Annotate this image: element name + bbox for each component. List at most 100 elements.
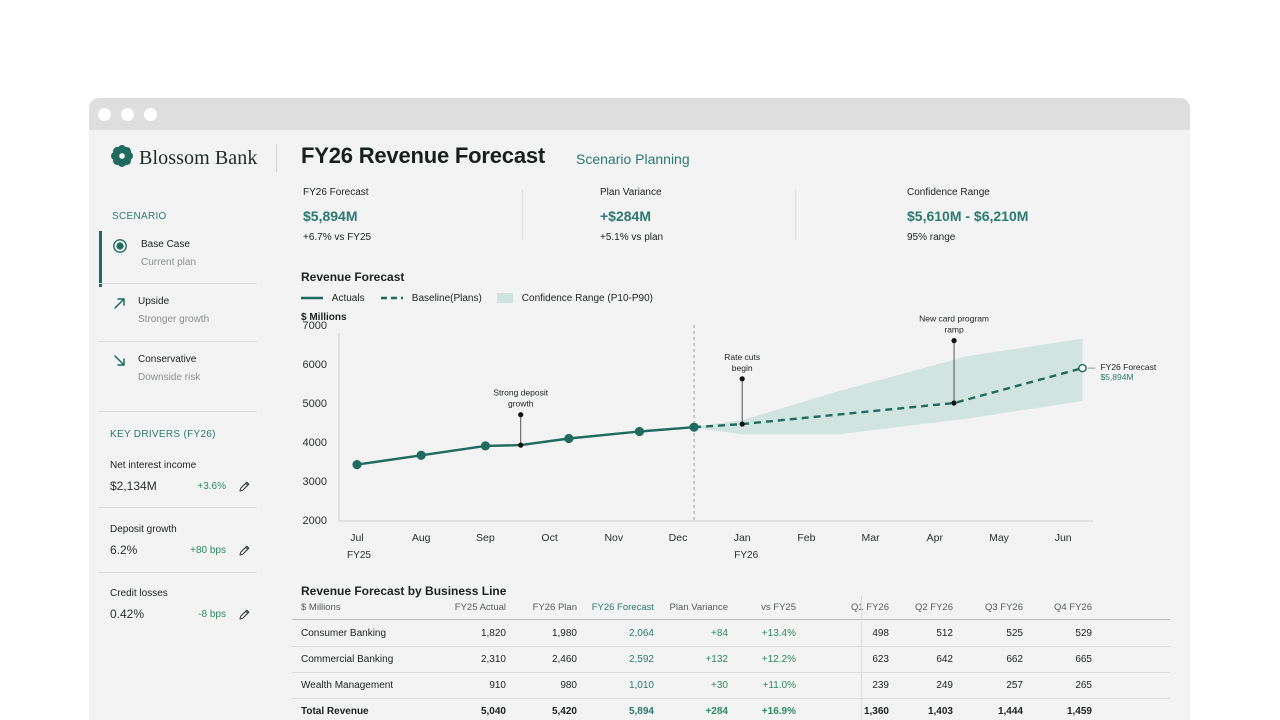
table-row[interactable]: Commercial Banking 2,310 2,460 2,592 +132 +12… [292, 647, 1170, 673]
end-label-value: $5,894M [1100, 372, 1133, 382]
window-maximize-dot[interactable] [144, 108, 157, 121]
x-tick-label: Jan [734, 532, 751, 544]
table-cell: 5,040 [480, 706, 506, 717]
scenario-title: Upside [138, 296, 170, 307]
arrow-up-right-icon [112, 295, 128, 311]
annotation-text: ramp [944, 325, 964, 335]
scenario-base-case[interactable]: Base Case Current plan [99, 231, 257, 287]
table-cell: 2,310 [480, 654, 506, 665]
actuals-point[interactable] [564, 433, 574, 444]
actuals-point[interactable] [689, 422, 699, 432]
table-cell: 1,459 [1066, 706, 1092, 717]
table-cell: 2,460 [551, 654, 577, 665]
annotation-text: New card program [919, 314, 989, 324]
table-header-row: $ Millions FY25 Actual FY26 Plan FY26 Forec… [292, 596, 1170, 620]
table-cell: Commercial Banking [301, 654, 394, 665]
kpi-value: +$284M [600, 208, 651, 224]
table-cell: Q1 FY26 [850, 602, 889, 613]
arrow-down-right-icon [112, 353, 128, 369]
legend-label: Baseline(Plans) [411, 293, 482, 304]
x-tick-label: Dec [669, 532, 688, 544]
table-cell: Total Revenue [301, 706, 369, 717]
table-cell: 1,403 [927, 706, 953, 717]
table-cell: 498 [872, 628, 889, 639]
window-minimize-dot[interactable] [121, 108, 134, 121]
table-row[interactable]: Total Revenue 5,040 5,420 5,894 +284 +16.9% 1,… [292, 699, 1170, 720]
x-tick-label: Jun [1055, 532, 1072, 544]
x-group-label: FY25 [347, 550, 371, 561]
table-cell: +30 [711, 680, 728, 691]
sidebar-divider [99, 507, 257, 508]
confidence-band [694, 338, 1083, 435]
table-cell: 2,592 [628, 654, 654, 665]
x-tick-label: Apr [927, 532, 944, 544]
driver-title: Credit losses [110, 588, 168, 599]
sidebar-divider [99, 341, 257, 342]
driver-change: -8 bps [198, 609, 226, 620]
baseline-point[interactable] [951, 400, 957, 406]
table-cell: +132 [705, 654, 728, 665]
table-cell: 5,894 [628, 706, 654, 717]
legend-item-baseline[interactable]: Baseline(Plans) [381, 293, 482, 304]
header-divider [276, 144, 277, 172]
table-cell: 529 [1075, 628, 1092, 639]
scenario-conservative[interactable]: Conservative Downside risk [99, 346, 257, 402]
revenue-forecast-chart: $ Millions 2000 3000 4000 5000 6000 7000 Jul Aug… [301, 312, 1157, 561]
annotation-text: Strong deposit [493, 388, 548, 398]
driver-net-interest-income: Net interest income $2,134M +3.6% [99, 460, 257, 516]
legend-label: Actuals [331, 293, 365, 304]
table-cell: 910 [489, 680, 506, 691]
driver-credit-losses: Credit losses 0.42% -8 bps [99, 588, 257, 644]
scenario-upside[interactable]: Upside Stronger growth [99, 288, 257, 344]
legend-label: Confidence Range (P10-P90) [521, 293, 653, 304]
scenario-title: Base Case [141, 239, 190, 250]
table-row[interactable]: Wealth Management 910 980 1,010 +30 +11.0% 239… [292, 673, 1170, 699]
actuals-point[interactable] [634, 426, 645, 437]
y-tick-label: 3000 [303, 476, 327, 488]
y-tick-label: 7000 [303, 320, 327, 332]
window-titlebar [89, 98, 1190, 130]
x-tick-label: Mar [862, 532, 881, 544]
kpi-fy26-forecast: FY26 Forecast $5,894M +6.7% vs FY25 [303, 187, 371, 243]
driver-title: Deposit growth [110, 524, 177, 535]
table-cell: Consumer Banking [301, 628, 387, 639]
table-cell: 265 [1075, 680, 1092, 691]
table-row[interactable]: Consumer Banking 1,820 1,980 2,064 +84 +13.4%… [292, 621, 1170, 647]
table-cell: vs FY25 [761, 602, 796, 613]
pencil-icon[interactable] [238, 544, 251, 557]
actuals-point[interactable] [352, 460, 362, 470]
kpi-label: FY26 Forecast [303, 187, 369, 198]
actuals-point[interactable] [416, 450, 426, 460]
x-tick-label: Nov [604, 532, 623, 544]
kpi-plan-variance: Plan Variance +$284M +5.1% vs plan [600, 187, 663, 243]
brand-name: Blossom Bank [139, 147, 258, 169]
legend-item-actuals[interactable]: Actuals [301, 293, 365, 304]
forecast-end-point[interactable] [1078, 363, 1087, 373]
actuals-point[interactable] [518, 442, 524, 448]
x-tick-label: May [989, 532, 1010, 544]
driver-value: 6.2% [110, 543, 138, 557]
window-close-dot[interactable] [98, 108, 111, 121]
table-cell: 512 [936, 628, 953, 639]
kpi-value: $5,610M - $6,210M [907, 208, 1029, 224]
sidebar-divider [99, 283, 257, 284]
x-group-label: FY26 [734, 550, 758, 561]
legend-item-confidence[interactable]: Confidence Range (P10-P90) [497, 293, 653, 304]
kpi-sub: +6.7% vs FY25 [303, 232, 372, 243]
brand[interactable]: Blossom Bank [110, 144, 257, 173]
table-cell: Plan Variance [669, 602, 728, 613]
x-tick-label: Oct [541, 532, 557, 544]
table-cell: 239 [872, 680, 889, 691]
table-cell: 1,360 [863, 706, 889, 717]
table-cell: 1,820 [480, 628, 506, 639]
quarter-separator [861, 673, 862, 698]
table-cell: 5,420 [551, 706, 577, 717]
table-cell: 642 [936, 654, 953, 665]
table-title: Revenue Forecast by Business Line [301, 584, 507, 598]
actuals-point[interactable] [480, 441, 490, 451]
pencil-icon[interactable] [238, 480, 251, 493]
baseline-point[interactable] [739, 421, 745, 427]
pencil-icon[interactable] [238, 608, 251, 621]
y-tick-label: 5000 [303, 398, 327, 410]
table-cell: +16.9% [761, 706, 796, 717]
